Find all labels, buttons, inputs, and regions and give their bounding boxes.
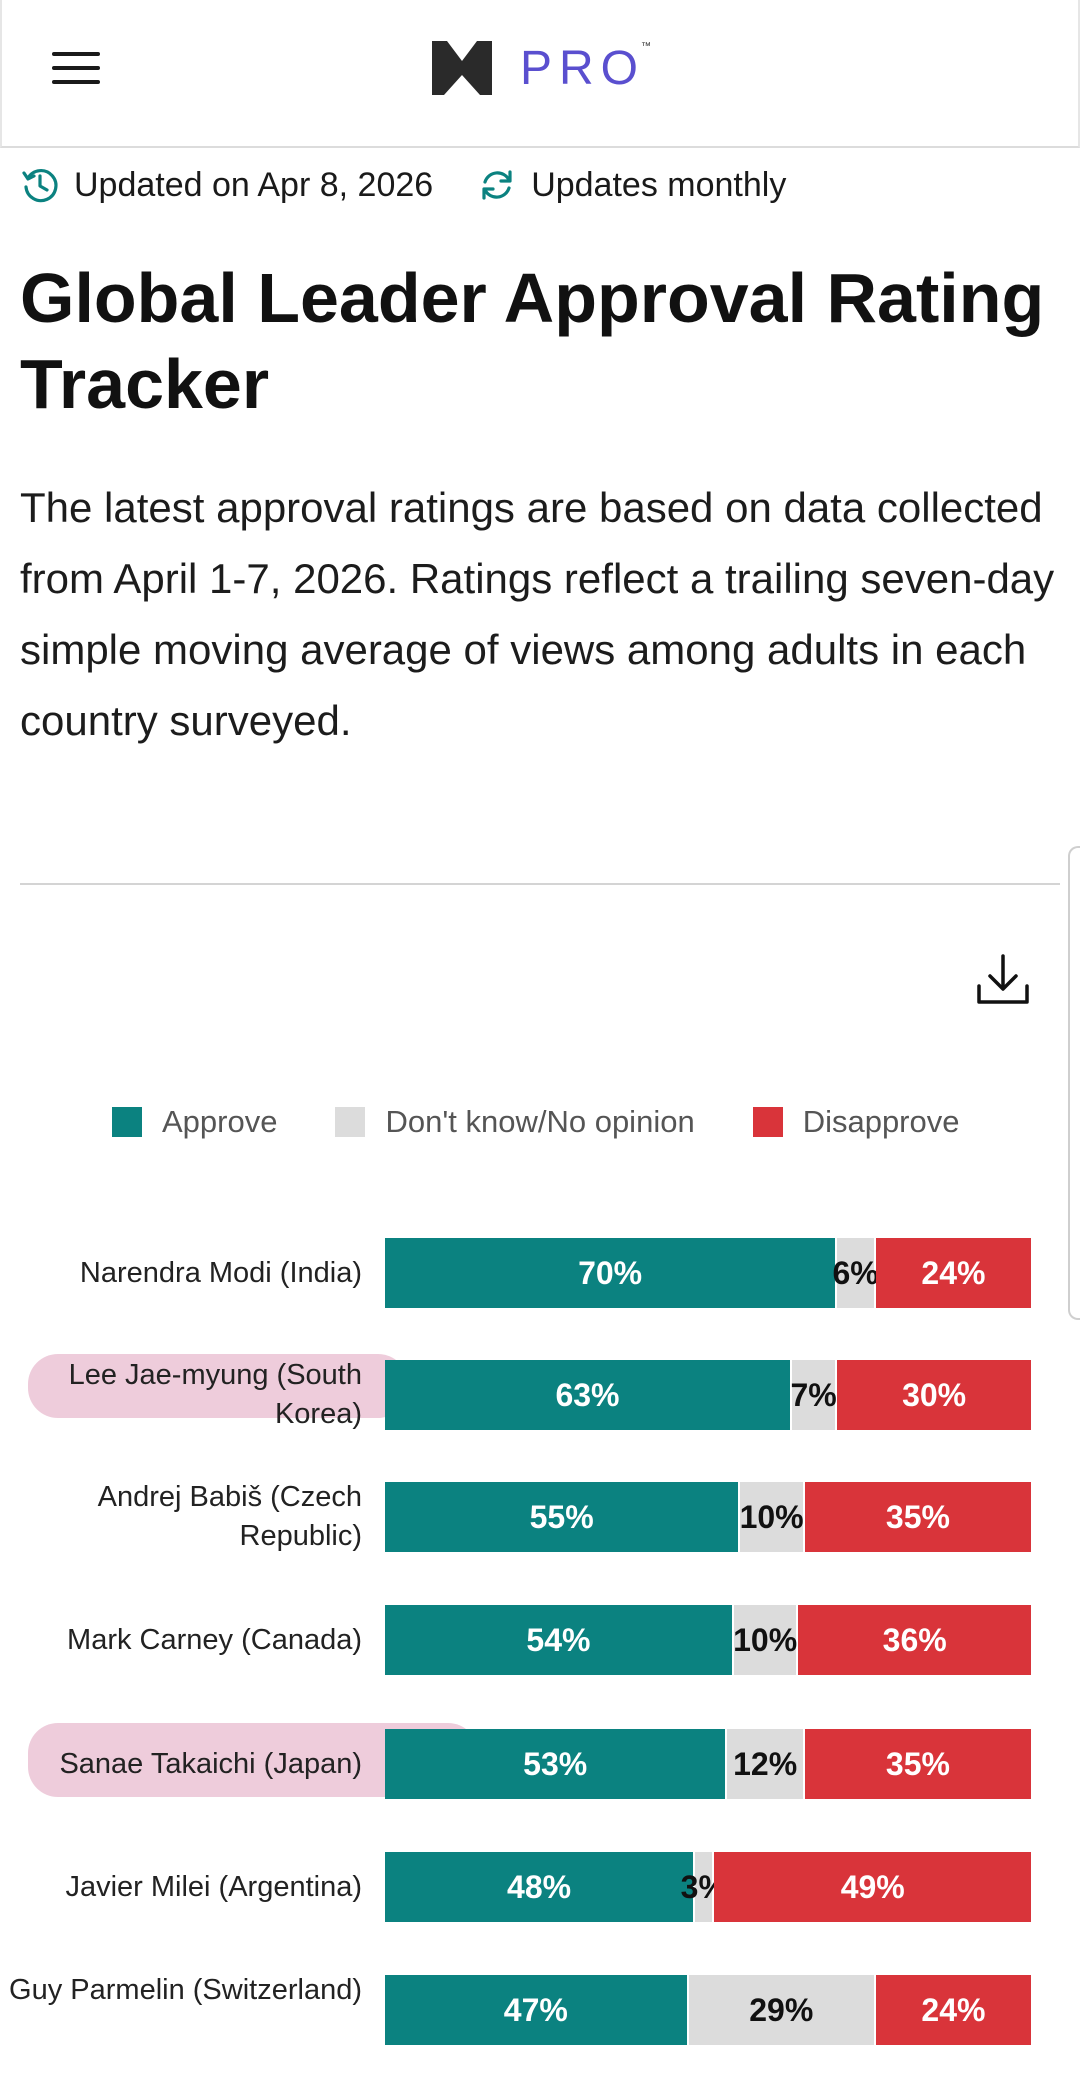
highlight-mark bbox=[28, 1354, 408, 1418]
stacked-bar[interactable]: 53% 12% 35% bbox=[385, 1729, 1031, 1799]
highlight-mark bbox=[28, 1723, 478, 1797]
legend-swatch-approve bbox=[112, 1107, 142, 1137]
side-panel-handle[interactable] bbox=[1068, 846, 1080, 1320]
stacked-bar[interactable]: 70% 6% 24% bbox=[385, 1238, 1031, 1308]
chart-row[interactable]: Guy Parmelin (Switzerland) 47% 29% 24% bbox=[0, 1974, 1080, 2047]
chart-row[interactable]: Sanae Takaichi (Japan) 53% 12% 35% bbox=[0, 1729, 1080, 1801]
bar-segment-neutral[interactable]: 29% bbox=[688, 1975, 876, 2045]
legend-item-disapprove[interactable]: Disapprove bbox=[752, 1104, 960, 1140]
m-logo-icon bbox=[432, 41, 492, 95]
data-label: 70% bbox=[578, 1254, 643, 1291]
chart-row[interactable]: Javier Milei (Argentina) 48% 3% 49% bbox=[0, 1852, 1080, 1924]
data-label: 47% bbox=[503, 1991, 568, 2028]
data-label: 55% bbox=[529, 1498, 594, 1535]
bar-segment-neutral[interactable]: 10% bbox=[740, 1482, 805, 1552]
bar-segment-approve[interactable]: 55% bbox=[385, 1482, 741, 1552]
app-header: PRO ™ bbox=[0, 0, 1080, 148]
bar-segment-neutral[interactable]: 10% bbox=[733, 1605, 799, 1675]
bar-segment-disapprove[interactable]: 36% bbox=[798, 1605, 1031, 1675]
bar-segment-neutral[interactable]: 12% bbox=[727, 1729, 805, 1799]
stacked-bar[interactable]: 48% 3% 49% bbox=[385, 1852, 1031, 1922]
row-label: Mark Carney (Canada) bbox=[67, 1624, 362, 1656]
refresh-icon bbox=[482, 170, 512, 200]
logo-text: PRO bbox=[520, 41, 646, 95]
data-label: 48% bbox=[507, 1868, 572, 1905]
bar-segment-approve[interactable]: 48% bbox=[385, 1852, 696, 1922]
chart-legend: Approve Don't know/No opinion Disapprove bbox=[112, 1100, 1018, 1144]
bar-segment-approve[interactable]: 63% bbox=[385, 1360, 792, 1430]
legend-item-neutral[interactable]: Don't know/No opinion bbox=[335, 1104, 695, 1140]
section-divider bbox=[20, 883, 1060, 885]
chart-row[interactable]: Lee Jae-myung (South Korea) 63% 7% 30% bbox=[0, 1359, 1080, 1432]
bar-segment-disapprove[interactable]: 49% bbox=[714, 1852, 1031, 1922]
data-label: 63% bbox=[555, 1376, 620, 1413]
data-label: 30% bbox=[902, 1376, 967, 1413]
bar-segment-neutral[interactable]: 7% bbox=[790, 1360, 838, 1430]
legend-item-approve[interactable]: Approve bbox=[112, 1104, 277, 1140]
row-label: Narendra Modi (India) bbox=[79, 1257, 362, 1289]
data-label: 29% bbox=[749, 1991, 814, 2028]
row-label: Lee Jae-myung (South Korea) bbox=[68, 1359, 362, 1430]
bar-segment-approve[interactable]: 47% bbox=[385, 1975, 689, 2045]
brand-logo[interactable]: PRO ™ bbox=[432, 38, 655, 98]
updated-text: Updated on Apr 8, 2026 bbox=[74, 165, 434, 204]
row-label: Andrej Babiš (Czech Republic) bbox=[97, 1481, 362, 1552]
bar-segment-disapprove[interactable]: 24% bbox=[875, 1975, 1031, 2045]
data-label: 53% bbox=[523, 1745, 588, 1782]
row-label: Sanae Takaichi (Japan) bbox=[59, 1748, 362, 1780]
bar-segment-disapprove[interactable]: 30% bbox=[837, 1360, 1031, 1430]
row-label: Guy Parmelin (Switzerland) bbox=[9, 1974, 362, 2006]
hamburger-menu-icon[interactable] bbox=[52, 50, 102, 86]
chart-row[interactable]: Mark Carney (Canada) 54% 10% 36% bbox=[0, 1605, 1080, 1677]
data-label: 7% bbox=[790, 1376, 837, 1413]
legend-label: Approve bbox=[162, 1104, 278, 1139]
legend-label: Don't know/No opinion bbox=[385, 1104, 695, 1139]
data-label: 10% bbox=[739, 1498, 804, 1535]
bar-segment-disapprove[interactable]: 24% bbox=[875, 1238, 1031, 1308]
bar-segment-disapprove[interactable]: 35% bbox=[804, 1729, 1031, 1799]
update-frequency: Updates monthly bbox=[477, 165, 786, 205]
bar-segment-disapprove[interactable]: 35% bbox=[804, 1482, 1031, 1552]
update-meta: Updated on Apr 8, 2026 Updates monthly bbox=[20, 160, 830, 210]
bar-segment-approve[interactable]: 54% bbox=[385, 1605, 734, 1675]
data-label: 24% bbox=[921, 1991, 986, 2028]
history-clock-icon bbox=[22, 169, 58, 203]
bar-segment-approve[interactable]: 70% bbox=[385, 1238, 838, 1308]
page-description: The latest approval ratings are based on… bbox=[20, 484, 1055, 744]
data-label: 24% bbox=[921, 1254, 986, 1291]
legend-swatch-disapprove bbox=[752, 1107, 783, 1137]
logo-trademark: ™ bbox=[641, 40, 652, 52]
data-label: 6% bbox=[832, 1254, 879, 1291]
legend-swatch-neutral bbox=[335, 1107, 366, 1137]
data-label: 12% bbox=[733, 1745, 798, 1782]
frequency-text: Updates monthly bbox=[531, 165, 787, 204]
stacked-bar[interactable]: 54% 10% 36% bbox=[385, 1605, 1031, 1675]
row-label: Javier Milei (Argentina) bbox=[65, 1871, 362, 1903]
data-label: 10% bbox=[733, 1621, 798, 1658]
data-label: 36% bbox=[882, 1621, 947, 1658]
download-icon[interactable] bbox=[975, 952, 1031, 1008]
data-label: 49% bbox=[840, 1868, 905, 1905]
bar-segment-approve[interactable]: 53% bbox=[385, 1729, 728, 1799]
chart-row[interactable]: Narendra Modi (India) 70% 6% 24% bbox=[0, 1238, 1080, 1310]
chart-row[interactable]: Andrej Babiš (Czech Republic) 55% 10% 35% bbox=[0, 1481, 1080, 1554]
data-label: 54% bbox=[526, 1621, 591, 1658]
page-title: Global Leader Approval Rating Tracker bbox=[20, 259, 1045, 423]
stacked-bar[interactable]: 63% 7% 30% bbox=[385, 1360, 1031, 1430]
stacked-bar[interactable]: 55% 10% 35% bbox=[385, 1482, 1031, 1552]
bar-segment-neutral[interactable]: 3% bbox=[681, 1852, 727, 1922]
bar-segment-neutral[interactable]: 6% bbox=[832, 1238, 879, 1308]
data-label: 35% bbox=[885, 1498, 950, 1535]
data-label: 35% bbox=[885, 1745, 950, 1782]
stacked-bar[interactable]: 47% 29% 24% bbox=[385, 1975, 1031, 2045]
legend-label: Disapprove bbox=[802, 1104, 960, 1139]
data-label: 3% bbox=[680, 1868, 727, 1905]
updated-date: Updated on Apr 8, 2026 bbox=[20, 165, 433, 205]
